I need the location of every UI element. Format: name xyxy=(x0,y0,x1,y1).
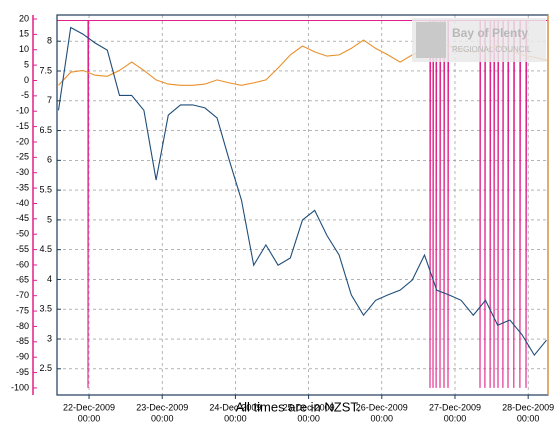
y-tick-label: -35 xyxy=(16,182,29,192)
y2-tick-label: 7.5 xyxy=(39,65,52,75)
y2-tick-label: 3 xyxy=(47,333,52,343)
y-tick-label: -25 xyxy=(16,152,29,162)
y-tick-label: 20 xyxy=(19,13,29,23)
y-tick-label: 15 xyxy=(19,29,29,39)
x-tick-label: 00:00 xyxy=(224,413,247,423)
logo-icon xyxy=(416,22,446,58)
y-tick-label: -40 xyxy=(16,198,29,208)
y2-tick-label: 4.5 xyxy=(39,244,52,254)
x-tick-label: 22-Dec-2009 xyxy=(63,402,115,412)
y2-tick-label: 6.5 xyxy=(39,125,52,135)
y-tick-label: -90 xyxy=(16,352,29,362)
x-tick-label: 00:00 xyxy=(444,413,467,423)
x-tick-label: 25-Dec-2009 xyxy=(283,402,335,412)
y-tick-label: -30 xyxy=(16,167,29,177)
x-tick-label: 27-Dec-2009 xyxy=(429,402,481,412)
y-tick-label: -95 xyxy=(16,367,29,377)
y-tick-label: -85 xyxy=(16,336,29,346)
y-tick-label: -5 xyxy=(21,90,29,100)
x-tick-label: 23-Dec-2009 xyxy=(136,402,188,412)
y-tick-label: -70 xyxy=(16,290,29,300)
x-tick-label: 28-Dec-2009 xyxy=(502,402,554,412)
y2-tick-label: 7 xyxy=(47,95,52,105)
series-line xyxy=(57,19,548,388)
y-tick-label: -50 xyxy=(16,229,29,239)
x-tick-label: 00:00 xyxy=(297,413,320,423)
x-tick-label: 00:00 xyxy=(151,413,174,423)
y-tick-label: -15 xyxy=(16,121,29,131)
y-tick-label: -75 xyxy=(16,305,29,315)
logo-line1: Bay of Plenty xyxy=(452,26,528,40)
y-tick-label: -45 xyxy=(16,213,29,223)
y2-tick-label: 8 xyxy=(47,36,52,46)
logo: Bay of Plenty REGIONAL COUNCIL xyxy=(412,18,546,62)
series-line xyxy=(57,26,547,357)
y2-tick-label: 3.5 xyxy=(39,304,52,314)
y-tick-label: -10 xyxy=(16,106,29,116)
caption: All times are in NZST. xyxy=(236,399,361,414)
x-tick-label: 26-Dec-2009 xyxy=(356,402,408,412)
x-tick-label: 00:00 xyxy=(78,413,101,423)
x-tick-label: 24-Dec-2009 xyxy=(209,402,261,412)
x-tick-label: 00:00 xyxy=(517,413,540,423)
y2-tick-label: 5 xyxy=(47,214,52,224)
y-tick-label: -80 xyxy=(16,321,29,331)
y-tick-label: -20 xyxy=(16,136,29,146)
y-tick-label: 5 xyxy=(24,59,29,69)
y2-tick-label: 2.5 xyxy=(39,363,52,373)
y2-tick-label: 6 xyxy=(47,155,52,165)
y-tick-label: 10 xyxy=(19,44,29,54)
y-tick-label: -55 xyxy=(16,244,29,254)
y-tick-label: -65 xyxy=(16,275,29,285)
y2-tick-label: 5.5 xyxy=(39,184,52,194)
x-tick-label: 00:00 xyxy=(371,413,394,423)
y-tick-label: -60 xyxy=(16,259,29,269)
y-tick-label: 0 xyxy=(24,75,29,85)
logo-line2: REGIONAL COUNCIL xyxy=(452,45,532,54)
y-tick-label: -100 xyxy=(11,382,29,392)
y2-tick-label: 4 xyxy=(47,274,52,284)
